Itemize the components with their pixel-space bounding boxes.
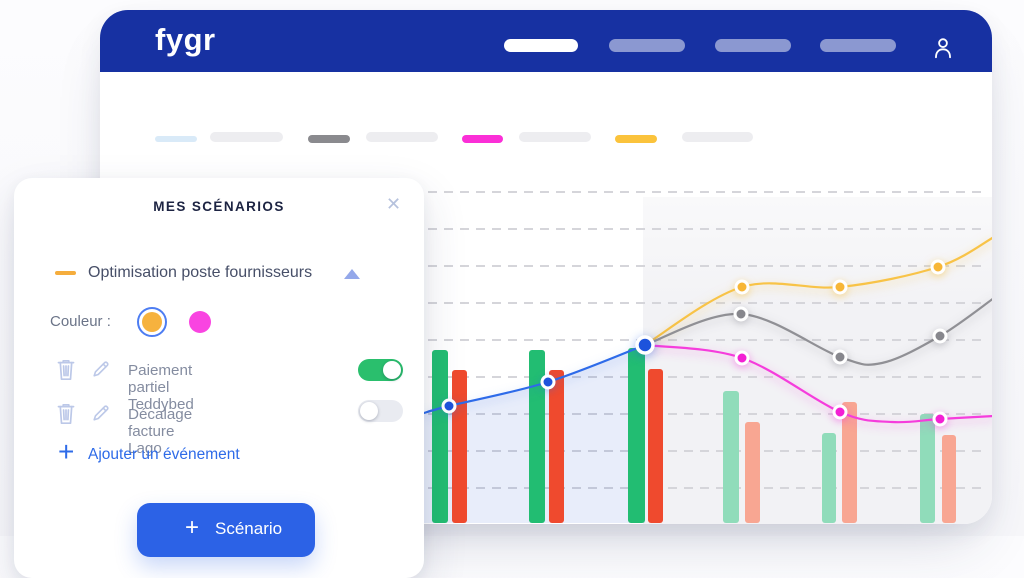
trash-icon[interactable]	[55, 402, 77, 426]
legend-swatch-blue	[155, 136, 197, 142]
data-point-scenario-yellow[interactable]	[832, 279, 848, 295]
chart-bar	[648, 369, 663, 523]
chart-bar	[452, 370, 467, 523]
user-icon[interactable]	[930, 35, 956, 66]
legend-swatch-pink	[462, 135, 503, 143]
nav-pill[interactable]	[609, 39, 685, 52]
fygr-logo: fygr	[155, 22, 216, 57]
chart-bar	[920, 414, 935, 523]
plus-icon[interactable]: +	[58, 436, 75, 467]
color-label: Couleur :	[50, 313, 111, 330]
color-swatch-pink[interactable]	[189, 311, 211, 333]
data-point-today[interactable]	[635, 335, 655, 355]
add-scenario-button[interactable]: + Scénario	[137, 503, 315, 557]
data-point-scenario-yellow[interactable]	[734, 279, 750, 295]
scenario-panel: MES SCÉNARIOS ✕ Optimisation poste fourn…	[14, 178, 424, 578]
toggle-knob	[360, 402, 378, 420]
legend-swatch-yellow	[615, 135, 657, 143]
data-point-scenario-gray[interactable]	[832, 349, 848, 365]
nav-pill[interactable]	[820, 39, 896, 52]
scenario-name: Optimisation poste fournisseurs	[88, 264, 313, 281]
nav-pill-active[interactable]	[504, 39, 578, 52]
pencil-icon[interactable]	[90, 402, 112, 426]
data-point-scenario-pink[interactable]	[832, 404, 848, 420]
legend-label-placeholder	[210, 132, 283, 142]
nav-pill[interactable]	[715, 39, 791, 52]
color-swatch-yellow-fill	[142, 312, 162, 332]
forecast-region	[643, 197, 992, 524]
pencil-icon[interactable]	[90, 358, 112, 382]
data-point-scenario-yellow[interactable]	[930, 259, 946, 275]
data-point-scenario-gray[interactable]	[932, 328, 948, 344]
cashflow-chart	[422, 191, 992, 524]
event-toggle[interactable]	[358, 400, 403, 422]
event-name: Décalage facture Lago	[128, 406, 193, 457]
chart-bar	[529, 350, 545, 523]
navbar: fygr	[100, 10, 992, 72]
scenario-color-dash	[55, 271, 76, 275]
data-point-scenario-gray[interactable]	[733, 306, 749, 322]
legend-label-placeholder	[519, 132, 591, 142]
event-name: Paiement partiel Teddybed	[128, 362, 194, 413]
chart-bar	[745, 422, 760, 523]
toggle-knob	[383, 361, 401, 379]
chart-bar	[822, 433, 836, 523]
add-event-button[interactable]: Ajouter un événement	[88, 446, 240, 463]
color-swatch-yellow[interactable]	[137, 307, 167, 337]
chart-bar	[628, 348, 645, 523]
chart-bar	[723, 391, 739, 523]
event-toggle[interactable]	[358, 359, 403, 381]
data-point-scenario-pink[interactable]	[932, 411, 948, 427]
chart-bar	[842, 402, 857, 523]
chart-bar	[549, 370, 564, 523]
panel-title: MES SCÉNARIOS	[153, 199, 285, 214]
data-point-actual-blue[interactable]	[540, 374, 556, 390]
plus-icon: +	[185, 514, 200, 541]
add-scenario-label: Scénario	[215, 519, 283, 538]
legend-label-placeholder	[366, 132, 438, 142]
close-icon[interactable]: ✕	[386, 194, 402, 214]
chevron-up-icon[interactable]	[344, 269, 360, 279]
chart-bar	[432, 350, 448, 523]
legend-label-placeholder	[682, 132, 753, 142]
trend-line-actual-blue	[422, 343, 647, 415]
data-point-scenario-pink[interactable]	[734, 350, 750, 366]
trash-icon[interactable]	[55, 358, 77, 382]
chart-bar	[942, 435, 956, 523]
data-point-actual-blue[interactable]	[441, 398, 457, 414]
legend-swatch-gray	[308, 135, 350, 143]
